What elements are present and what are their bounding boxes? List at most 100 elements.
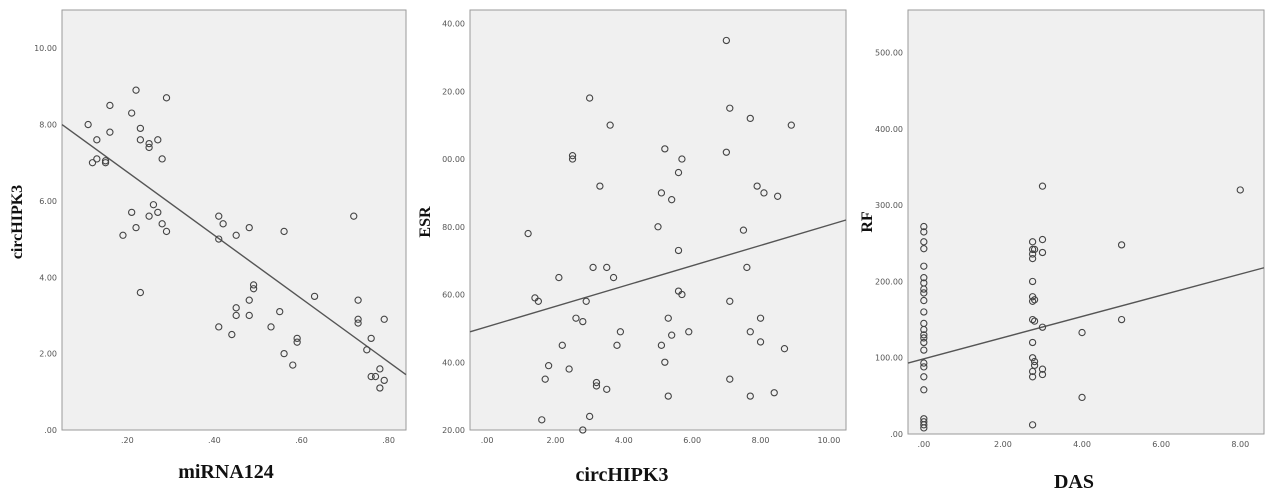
data-point: [674, 168, 683, 177]
data-point: [603, 385, 611, 394]
data-point: [215, 235, 223, 243]
data-point: [1030, 296, 1039, 304]
data-point: [1028, 338, 1037, 347]
data-point: [657, 341, 666, 349]
data-point: [920, 338, 928, 347]
y-tick-labels: .00 100.00 200.00 300.00 400.00 500.00: [875, 49, 903, 439]
data-point: [289, 361, 297, 369]
data-point: [1030, 357, 1039, 366]
data-point: [674, 246, 683, 255]
data-point: [920, 308, 928, 316]
data-point: [158, 220, 166, 228]
data-point: [661, 145, 669, 153]
data-point: [380, 376, 388, 385]
y-axis-title: RF: [859, 211, 876, 233]
data-point: [760, 189, 768, 197]
data-point: [162, 94, 171, 102]
data-point: [920, 285, 928, 293]
y-tick-label: 20.00: [442, 426, 465, 435]
plot-area: [907, 9, 1265, 435]
data-point: [780, 345, 789, 353]
x-axis-title: circHIPK3: [576, 464, 669, 486]
data-point: [726, 297, 734, 305]
data-points: [84, 86, 388, 392]
x-tick-label: .80: [382, 436, 395, 445]
data-point: [280, 349, 288, 358]
fit-line: [469, 219, 847, 333]
data-point: [106, 101, 114, 110]
scatter-panel-mirna124-circhipk3: .20 .40 .60 .80 .00 2.00 4.00 6.00 8.00 10.00 mi…: [9, 9, 407, 483]
data-point: [354, 319, 362, 327]
data-point: [756, 314, 765, 322]
scatter-panel-circhipk3-esr: .00 2.00 4.00 6.00 8.00 10.00 20.00 40.00 60.00…: [417, 9, 847, 486]
data-point: [920, 421, 928, 429]
data-point: [920, 262, 928, 270]
data-point: [920, 346, 928, 354]
x-tick-label: 10.00: [817, 436, 840, 445]
x-tick-label: 4.00: [1073, 440, 1091, 449]
data-point: [132, 86, 140, 94]
data-point: [1038, 235, 1047, 244]
y-axis-title: ESR: [417, 206, 434, 238]
data-point: [1236, 186, 1244, 194]
data-point: [154, 136, 162, 144]
data-point: [350, 212, 358, 220]
data-point: [572, 314, 580, 322]
data-point: [1038, 248, 1047, 257]
x-tick-label: .40: [208, 436, 221, 445]
fit-line: [907, 267, 1265, 364]
data-point: [746, 328, 754, 336]
data-point: [1028, 315, 1037, 324]
data-point: [93, 136, 101, 144]
data-point: [678, 290, 686, 299]
data-point: [145, 212, 153, 220]
y-tick-label: 2.00: [39, 350, 57, 359]
data-point: [1078, 328, 1086, 337]
plot-area: [469, 9, 847, 431]
data-point: [592, 382, 601, 390]
data-point: [773, 192, 782, 200]
data-point: [232, 311, 240, 320]
data-point: [582, 297, 590, 305]
data-point: [354, 315, 362, 323]
data-point: [376, 365, 384, 373]
data-point: [920, 325, 928, 334]
data-point: [276, 307, 284, 316]
y-tick-label: 8.00: [39, 121, 57, 130]
data-point: [228, 330, 236, 339]
data-point: [920, 386, 928, 394]
data-point: [609, 273, 618, 282]
data-point: [753, 182, 761, 190]
y-tick-label: 400.00: [875, 125, 903, 134]
data-point: [756, 338, 765, 346]
data-points: [524, 36, 795, 434]
data-point: [354, 296, 362, 304]
data-point: [245, 223, 253, 232]
scatter-panel-das-rf: .00 2.00 4.00 6.00 8.00 .00 100.00 200.00 300.0…: [859, 9, 1265, 493]
fit-line: [61, 123, 407, 376]
data-point: [616, 328, 625, 336]
x-axis-title: miRNA124: [178, 461, 274, 483]
data-point: [920, 222, 928, 231]
data-point: [293, 338, 301, 346]
data-point: [544, 361, 553, 370]
data-point: [101, 159, 110, 167]
data-point: [1117, 315, 1126, 324]
y-tick-labels: .00 2.00 4.00 6.00 8.00 10.00: [34, 44, 57, 435]
data-point: [726, 375, 734, 383]
data-point: [746, 392, 754, 400]
data-point: [149, 201, 158, 209]
data-point: [668, 196, 676, 204]
data-point: [132, 223, 140, 232]
x-tick-label: 8.00: [1231, 440, 1249, 449]
data-point: [1038, 323, 1047, 331]
data-point: [1028, 250, 1037, 258]
data-point: [136, 136, 145, 144]
x-tick-label: 8.00: [752, 436, 770, 445]
x-axis-title: DAS: [1054, 471, 1094, 493]
data-point: [136, 124, 145, 133]
data-point: [787, 121, 795, 129]
data-point: [245, 296, 253, 304]
data-point: [613, 341, 621, 349]
data-point: [920, 424, 928, 432]
